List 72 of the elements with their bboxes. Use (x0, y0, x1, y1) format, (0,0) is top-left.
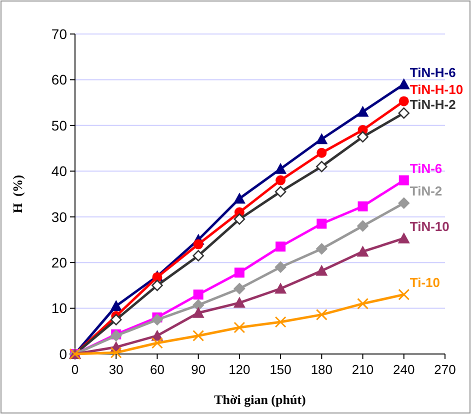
x-tick-label: 60 (150, 362, 164, 377)
y-tick-label: 70 (51, 26, 68, 42)
point (192, 330, 204, 342)
series-label: TiN-H-2 (410, 96, 456, 112)
point (192, 250, 204, 262)
point (234, 268, 244, 278)
point (276, 175, 286, 186)
point (110, 300, 122, 311)
point (357, 220, 368, 232)
point (398, 96, 409, 106)
point (193, 239, 204, 250)
series-label: TiN-10 (410, 218, 450, 234)
point (233, 192, 246, 204)
point (274, 162, 287, 174)
y-tick-label: 40 (51, 163, 68, 180)
point (234, 282, 246, 294)
y-tick-label: 0 (59, 346, 68, 362)
point (316, 148, 327, 158)
x-tick-label: 180 (310, 362, 333, 377)
y-tick-label: 30 (51, 208, 68, 225)
point (398, 175, 409, 186)
point (358, 201, 368, 212)
point (152, 280, 163, 292)
point (233, 296, 246, 308)
point (192, 299, 204, 311)
point (234, 322, 246, 334)
x-tick-label: 30 (108, 362, 124, 377)
x-tick-label: 0 (71, 362, 79, 377)
point (274, 282, 287, 294)
point (110, 314, 122, 326)
point (398, 78, 410, 90)
point (110, 346, 122, 358)
point (316, 243, 328, 255)
point (316, 264, 328, 276)
point (274, 186, 286, 198)
point (357, 298, 369, 310)
point (276, 242, 286, 252)
point (398, 288, 410, 300)
point (398, 232, 410, 244)
point (316, 218, 327, 229)
y-axis-title: H (%) (10, 174, 25, 214)
point (274, 316, 286, 328)
point (316, 133, 328, 144)
point (356, 106, 369, 117)
point (316, 160, 328, 172)
series-label: TiN-2 (410, 184, 442, 199)
point (398, 197, 410, 209)
x-tick-label: 210 (352, 362, 374, 377)
y-tick-label: 50 (51, 117, 68, 134)
x-tick-label: 150 (270, 362, 292, 377)
point (398, 107, 410, 119)
point (356, 246, 369, 257)
x-tick-label: 120 (228, 362, 250, 377)
point (192, 306, 204, 318)
x-tick-label: 240 (393, 362, 415, 377)
point (316, 308, 328, 320)
x-tick-label: 90 (191, 362, 206, 377)
series-label: TiN-6 (410, 160, 442, 176)
point (234, 213, 246, 225)
y-tick-label: 10 (51, 300, 68, 316)
x-tick-label: 270 (434, 362, 456, 377)
series-label: TiN-H-6 (410, 64, 456, 80)
x-axis-title: Thời gian (phút) (214, 392, 306, 407)
point (152, 314, 163, 326)
y-tick-label: 20 (51, 254, 68, 270)
series-label: TiN-H-10 (410, 82, 464, 97)
series-label: Ti-10 (410, 275, 440, 290)
y-tick-label: 60 (51, 72, 68, 88)
point (357, 131, 368, 143)
point (151, 337, 163, 349)
point (193, 290, 204, 300)
point (274, 261, 286, 273)
